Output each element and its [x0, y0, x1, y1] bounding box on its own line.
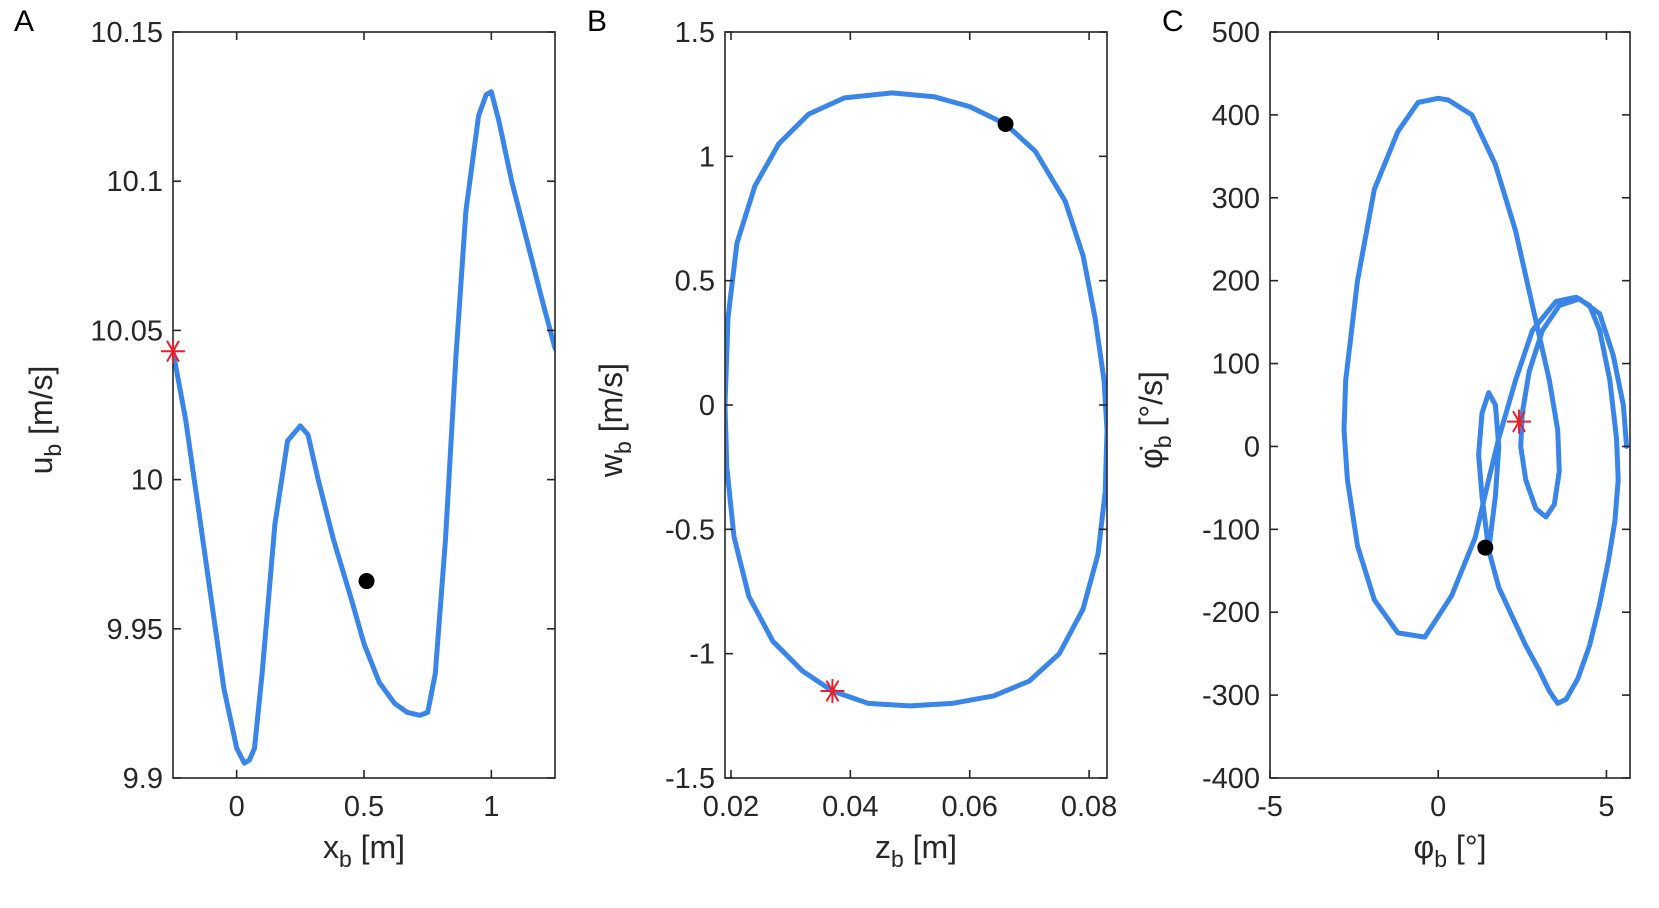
y-tick-label: 200 — [1212, 266, 1260, 298]
y-tick-label: -400 — [1202, 763, 1260, 795]
y-tick-label: -1.5 — [665, 763, 715, 795]
y-tick-label: 0 — [699, 390, 715, 422]
x-tick-label: 1 — [483, 791, 499, 823]
y-tick-label: 10.15 — [90, 17, 163, 49]
x-axis-label: xb [m] — [323, 829, 405, 872]
x-axis-label: zb [m] — [875, 829, 957, 872]
x-tick-label: 0.04 — [822, 791, 878, 823]
start-point-marker — [161, 339, 185, 364]
axes-frame — [724, 31, 1108, 779]
y-tick-label: 0 — [1244, 431, 1260, 463]
x-tick-label: 0.06 — [941, 791, 997, 823]
start-point-marker — [1506, 409, 1531, 434]
x-axis-label: φb [°] — [1413, 829, 1486, 872]
panel-a: 0 0.5 1 9.9 9.95 10 10.05 10.1 10.15 xb [m] ub [m/… — [23, 17, 556, 872]
current-point-marker — [1477, 539, 1494, 556]
y-tick-label: -1 — [689, 639, 715, 671]
y-tick-label: 300 — [1212, 183, 1260, 215]
y-tick-label: 9.9 — [123, 763, 163, 795]
y-tick-label: 0.5 — [675, 266, 715, 298]
y-axis-label: ub [m/s] — [23, 366, 66, 475]
y-tick-label: 9.95 — [107, 614, 163, 646]
x-tick-label: 0.02 — [703, 791, 759, 823]
y-axis-label: φ̇b [°/s] — [1133, 371, 1176, 469]
y-tick-label: 400 — [1212, 100, 1260, 132]
y-tick-label: 1.5 — [675, 17, 715, 49]
y-tick-label: 10.05 — [90, 315, 163, 347]
panel-letter-c: C — [1162, 5, 1184, 38]
x-tick-label: 0.08 — [1061, 791, 1117, 823]
panel-letter-b: B — [587, 5, 607, 38]
series-line-trajectory — [725, 90, 1107, 709]
panel-letter-a: A — [14, 5, 34, 38]
y-tick-label: 10.1 — [107, 166, 163, 198]
axes-frame — [1269, 31, 1631, 779]
x-tick-label: 0.5 — [344, 791, 384, 823]
current-point-marker — [358, 573, 375, 590]
y-tick-label: 100 — [1212, 349, 1260, 381]
current-point-marker — [997, 116, 1014, 133]
panel-b: 0.02 0.04 0.06 0.08 -1.5 -1 -0.5 0 0.5 1 1.5 zb [m]… — [593, 17, 1117, 872]
panel-c: -5 0 5 -400 -300 -200 -100 0 100 200 300 400 500 φb [… — [1133, 17, 1631, 872]
series-line-trajectory — [1341, 95, 1630, 706]
x-tick-label: 0 — [1430, 791, 1446, 823]
y-tick-label: -300 — [1202, 680, 1260, 712]
y-tick-label: 10 — [131, 465, 163, 497]
axes-frame — [172, 31, 556, 779]
series-line-trajectory — [173, 89, 555, 766]
y-tick-label: -0.5 — [665, 514, 715, 546]
y-axis-label: wb [m/s] — [593, 363, 636, 478]
x-tick-label: -5 — [1257, 791, 1283, 823]
y-tick-label: 500 — [1212, 17, 1260, 49]
y-tick-label: -100 — [1202, 514, 1260, 546]
x-tick-label: 0 — [229, 791, 245, 823]
x-tick-label: 5 — [1598, 791, 1614, 823]
y-tick-label: -200 — [1202, 597, 1260, 629]
start-point-marker — [820, 678, 845, 703]
y-tick-label: 1 — [699, 141, 715, 173]
